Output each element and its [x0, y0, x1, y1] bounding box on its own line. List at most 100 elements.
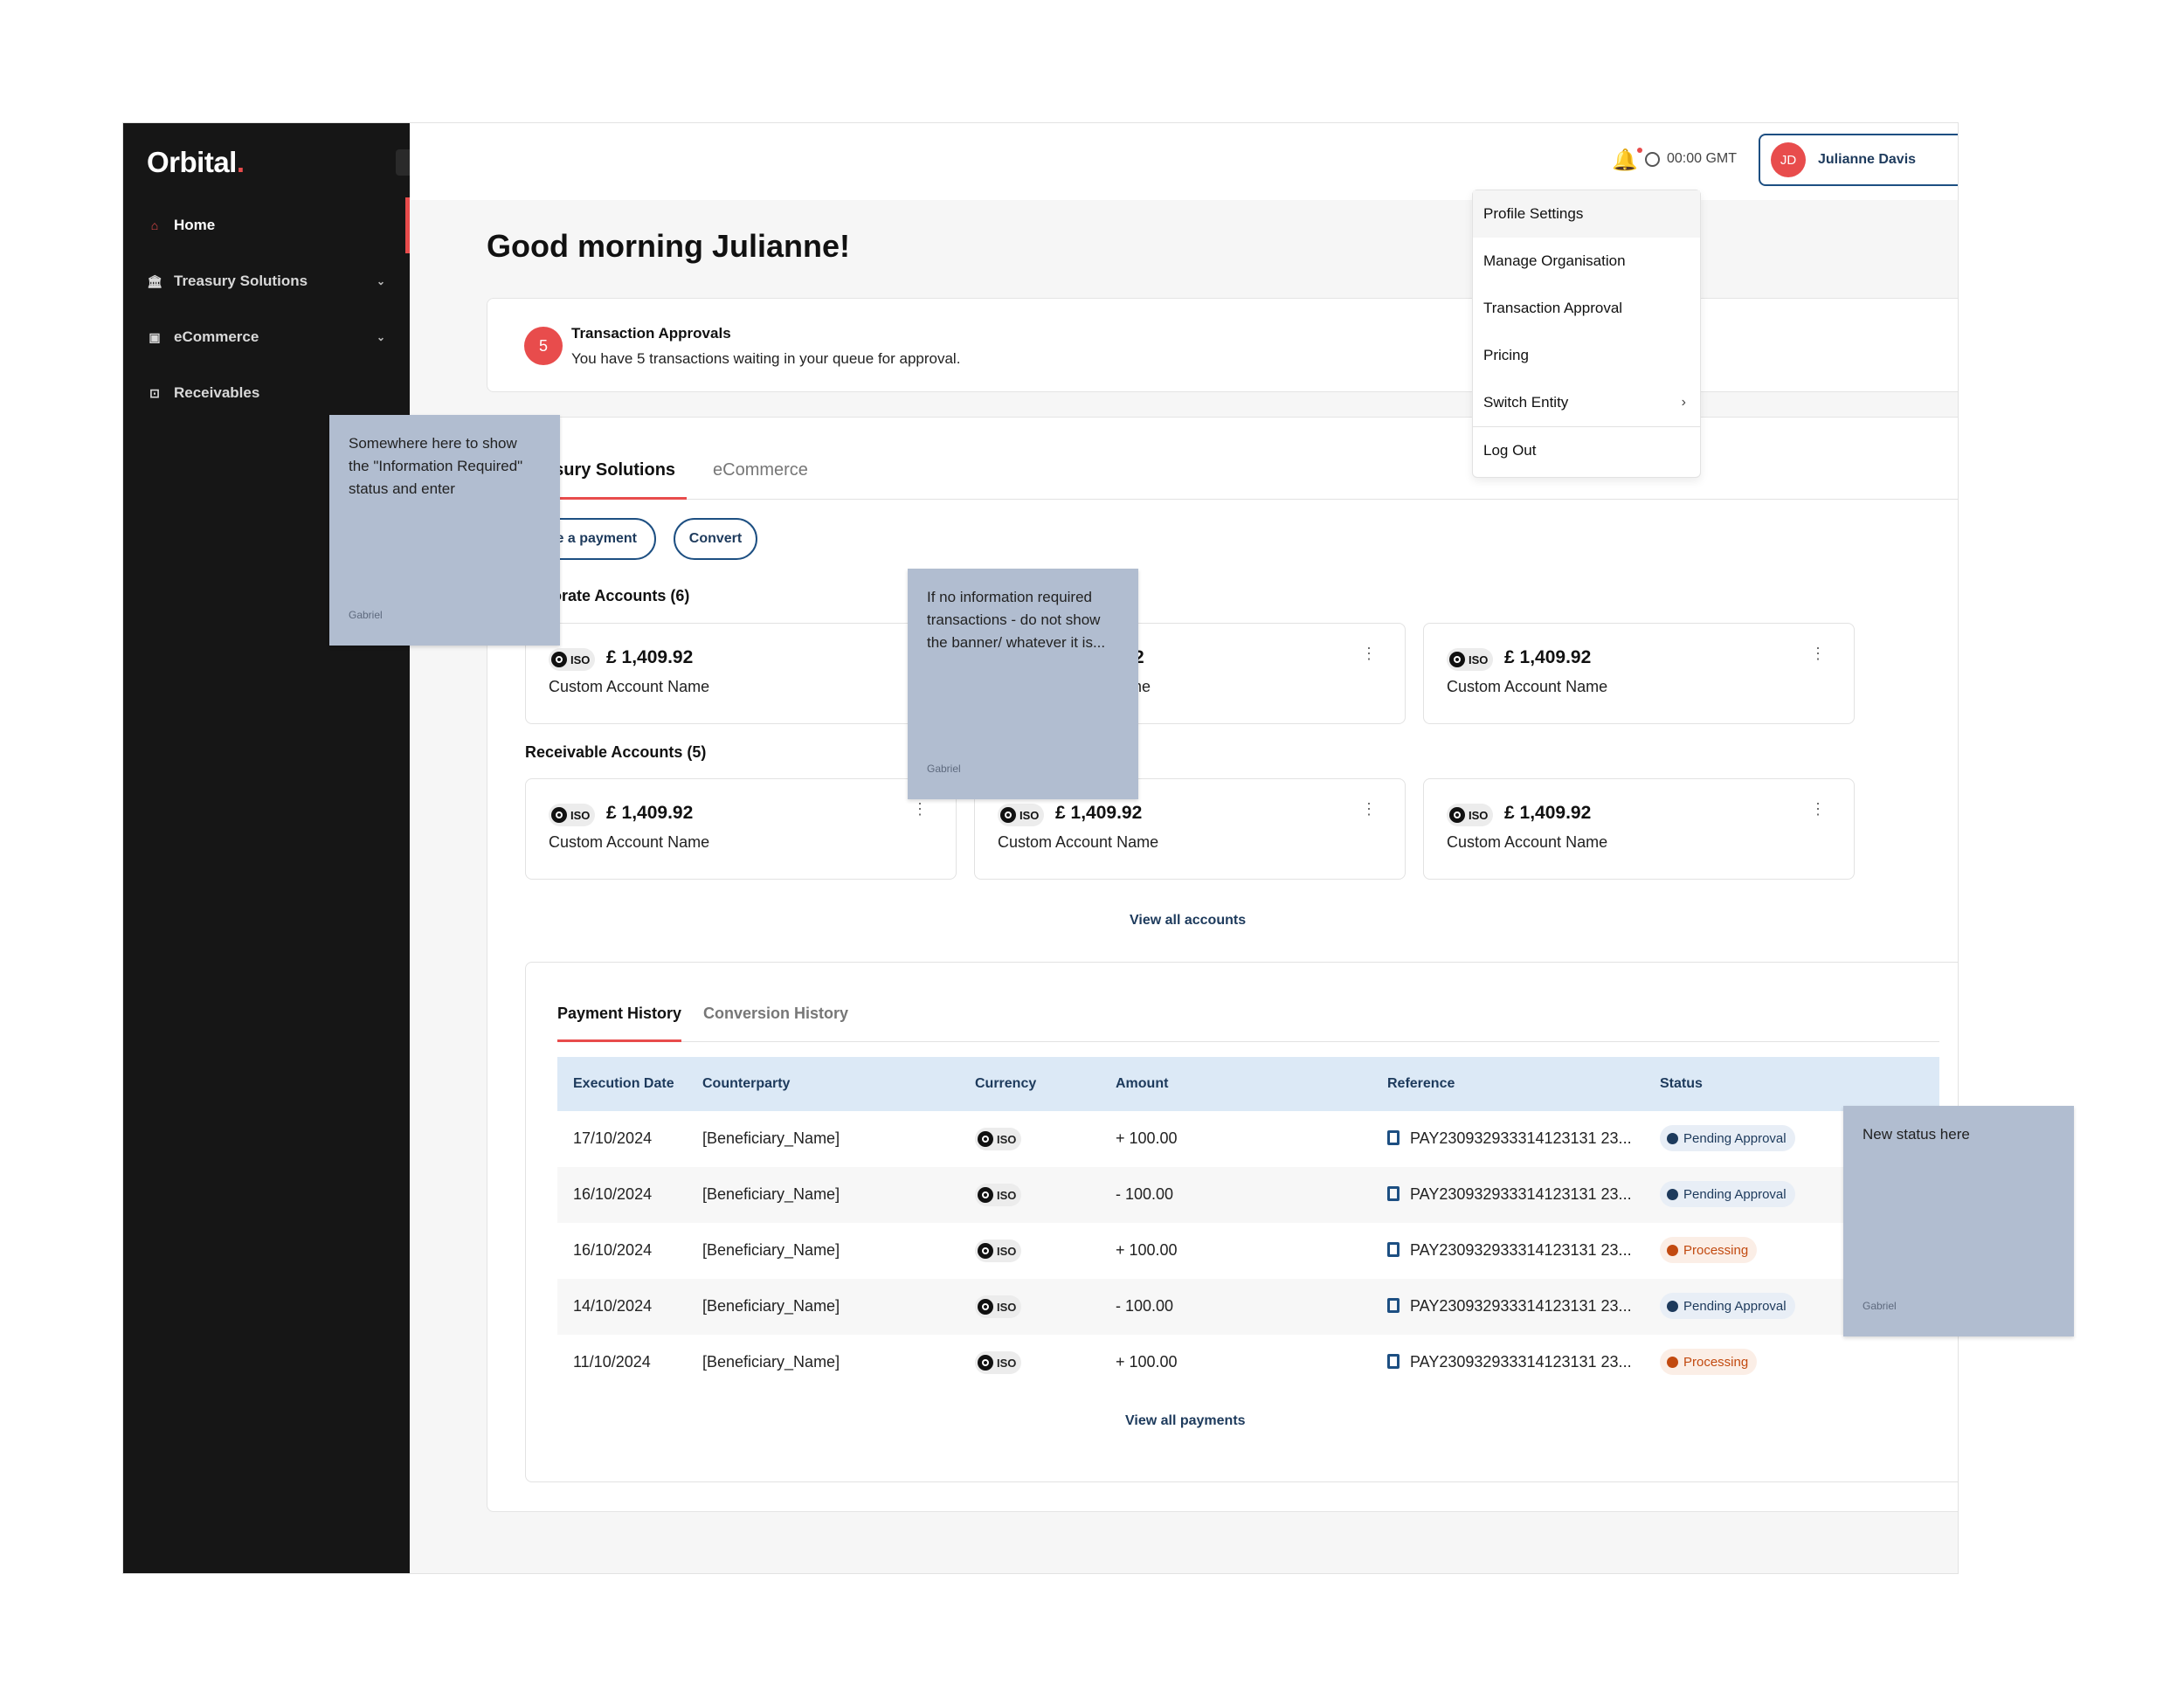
notification-dot: [1636, 148, 1642, 153]
more-vertical-icon[interactable]: ⋮: [1810, 645, 1826, 662]
account-card[interactable]: ISO £ 1,409.92 Custom Account Name: [525, 623, 957, 724]
tab-payment-history[interactable]: Payment History: [557, 1005, 682, 1022]
user-menu-dropdown: Profile Settings Manage Organisation Tra…: [1472, 190, 1701, 478]
account-balance: £ 1,409.92: [606, 647, 694, 667]
column-header[interactable]: Reference: [1387, 1076, 1455, 1091]
execution-date: 16/10/2024: [573, 1241, 653, 1259]
execution-date: 17/10/2024: [573, 1129, 653, 1147]
column-header[interactable]: Currency: [975, 1076, 1037, 1091]
clock-icon: [1645, 151, 1660, 167]
account-card[interactable]: ISO £ 1,409.92 Custom Account Name ⋮: [1423, 623, 1855, 724]
sidebar-item-ecommerce[interactable]: ▣ eCommerce ⌄: [123, 314, 410, 360]
menu-item-switch-entity[interactable]: Switch Entity ›: [1473, 379, 1700, 426]
currency-badge: ISO: [975, 1295, 1022, 1318]
tab-treasury-solutions[interactable]: asury Solutions: [544, 460, 676, 480]
logo[interactable]: Orbital.: [147, 146, 245, 178]
account-balance: £ 1,409.92: [1504, 647, 1592, 667]
reference: PAY230932933314123131 23...: [1387, 1129, 1632, 1148]
currency-badge: ISO: [975, 1351, 1022, 1374]
currency-badge: ISO: [975, 1184, 1022, 1206]
counterparty: [Beneficiary_Name]: [702, 1129, 840, 1147]
column-header[interactable]: Status: [1660, 1076, 1703, 1091]
bag-icon: ▣: [149, 329, 161, 344]
copy-icon[interactable]: [1387, 1298, 1400, 1313]
clock-icon: [1667, 1132, 1678, 1144]
bank-icon: 🏛: [147, 273, 162, 288]
currency-badge: ISO: [549, 648, 596, 671]
sidebar-item-label: Treasury Solutions: [174, 273, 308, 289]
currency-icon: [978, 1187, 993, 1203]
account-balance: £ 1,409.92: [1504, 803, 1592, 823]
note-text: Somewhere here to show the "Information …: [349, 435, 523, 497]
table-row[interactable]: 17/10/2024 [Beneficiary_Name] ISO + 100.…: [557, 1111, 1939, 1167]
amount: + 100.00: [1116, 1129, 1178, 1147]
table-header: Execution Date Counterparty Currency Amo…: [557, 1057, 1939, 1111]
user-menu-button[interactable]: JD Julianne Davis ︿: [1759, 134, 1958, 186]
sticky-note[interactable]: Somewhere here to show the "Information …: [329, 415, 560, 646]
copy-icon[interactable]: [1387, 1354, 1400, 1369]
approvals-banner[interactable]: 5 Transaction Approvals You have 5 trans…: [487, 298, 1958, 392]
sidebar-collapse-handle[interactable]: [396, 149, 410, 176]
account-card[interactable]: ISO £ 1,409.92 Custom Account Name ⋮: [974, 778, 1406, 880]
sticky-note[interactable]: If no information required transactions …: [908, 569, 1138, 799]
currency-badge: ISO: [1447, 804, 1494, 826]
sidebar-item-label: eCommerce: [174, 328, 259, 345]
counterparty: [Beneficiary_Name]: [702, 1241, 840, 1259]
convert-button[interactable]: Convert: [674, 518, 757, 560]
column-header[interactable]: Amount: [1116, 1076, 1169, 1091]
menu-item-manage-organisation[interactable]: Manage Organisation: [1483, 252, 1626, 269]
copy-icon[interactable]: [1387, 1186, 1400, 1201]
counterparty: [Beneficiary_Name]: [702, 1185, 840, 1203]
more-vertical-icon[interactable]: ⋮: [1810, 800, 1826, 818]
sidebar-item-label: Receivables: [174, 384, 260, 401]
sidebar-item-home[interactable]: ⌂ Home: [123, 197, 410, 253]
table-row[interactable]: 16/10/2024 [Beneficiary_Name] ISO - 100.…: [557, 1167, 1939, 1223]
menu-item-profile-settings[interactable]: Profile Settings: [1473, 190, 1700, 238]
account-card[interactable]: ISO £ 1,409.92 Custom Account Name ⋮: [1423, 778, 1855, 880]
inbox-icon: ⊡: [149, 385, 160, 400]
tab-ecommerce[interactable]: eCommerce: [713, 460, 808, 480]
note-author: Gabriel: [927, 763, 961, 775]
account-balance: 2: [1134, 647, 1144, 667]
view-all-payments-link[interactable]: View all payments: [1125, 1413, 1246, 1428]
status-badge: Pending Approval: [1660, 1125, 1795, 1151]
approvals-title: Transaction Approvals: [571, 325, 731, 342]
currency-badge: ISO: [975, 1240, 1022, 1262]
view-all-accounts-link[interactable]: View all accounts: [1130, 913, 1247, 928]
clock: 00:00 GMT: [1645, 151, 1737, 167]
column-header[interactable]: Counterparty: [702, 1076, 791, 1091]
currency-icon: [551, 807, 567, 823]
sidebar-item-receivables[interactable]: ⊡ Receivables: [123, 370, 410, 416]
account-name: Custom Account Name: [1447, 678, 1608, 695]
tab-conversion-history[interactable]: Conversion History: [703, 1005, 849, 1022]
menu-item-pricing[interactable]: Pricing: [1483, 347, 1529, 363]
app-frame: Orbital. ⌂ Home 🏛 Treasury Solutions ⌄ ▣…: [122, 122, 1959, 1574]
menu-item-log-out[interactable]: Log Out: [1473, 426, 1700, 473]
sticky-note[interactable]: New status here Gabriel: [1843, 1106, 2074, 1336]
column-header[interactable]: Execution Date: [573, 1076, 674, 1091]
currency-icon: [551, 652, 567, 667]
table-row[interactable]: 11/10/2024 [Beneficiary_Name] ISO + 100.…: [557, 1335, 1939, 1391]
copy-icon[interactable]: [1387, 1242, 1400, 1257]
reference: PAY230932933314123131 23...: [1387, 1241, 1632, 1260]
account-balance: £ 1,409.92: [1055, 803, 1143, 823]
sidebar: Orbital. ⌂ Home 🏛 Treasury Solutions ⌄ ▣…: [123, 123, 410, 1573]
account-name: Custom Account Name: [1447, 833, 1608, 851]
currency-icon: [978, 1243, 993, 1259]
account-card[interactable]: ISO £ 1,409.92 Custom Account Name ⋮: [525, 778, 957, 880]
table-row[interactable]: 16/10/2024 [Beneficiary_Name] ISO + 100.…: [557, 1223, 1939, 1279]
table-row[interactable]: 14/10/2024 [Beneficiary_Name] ISO - 100.…: [557, 1279, 1939, 1335]
copy-icon[interactable]: [1387, 1130, 1400, 1145]
sidebar-item-treasury-solutions[interactable]: 🏛 Treasury Solutions ⌄: [123, 259, 410, 304]
execution-date: 11/10/2024: [573, 1353, 651, 1371]
execution-date: 16/10/2024: [573, 1185, 653, 1203]
more-vertical-icon[interactable]: ⋮: [1361, 800, 1377, 818]
menu-item-transaction-approval[interactable]: Transaction Approval: [1483, 300, 1623, 316]
more-vertical-icon[interactable]: ⋮: [912, 800, 928, 818]
more-vertical-icon[interactable]: ⋮: [1361, 645, 1377, 662]
chevron-right-icon: ›: [1681, 395, 1686, 410]
currency-badge: ISO: [998, 804, 1045, 826]
home-icon: ⌂: [150, 218, 159, 232]
bell-icon[interactable]: 🔔: [1612, 148, 1642, 173]
account-name: Custom Account Name: [549, 833, 710, 851]
